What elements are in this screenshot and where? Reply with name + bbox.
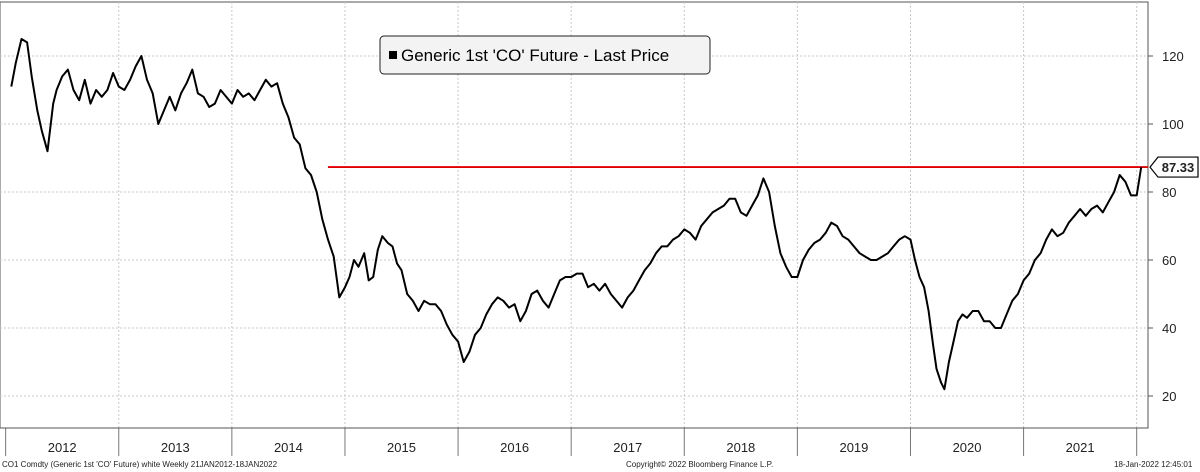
y-tick-label: 100 xyxy=(1162,117,1184,132)
last-price-tag xyxy=(1149,156,1199,178)
x-tick-label: 2017 xyxy=(613,440,642,455)
price-series-line xyxy=(10,38,1143,391)
last-price-label: 87.33 xyxy=(1162,160,1195,175)
x-tick-label: 2021 xyxy=(1066,440,1095,455)
footer-left: CO1 Comdty (Generic 1st 'CO' Future) whi… xyxy=(2,460,278,469)
y-tick-label: 60 xyxy=(1162,253,1176,268)
x-tick-label: 2020 xyxy=(953,440,982,455)
plot-area xyxy=(10,38,1148,391)
x-tick-label: 2019 xyxy=(839,440,868,455)
last-price-marker: 87.33 xyxy=(1149,156,1199,178)
x-tick-label: 2018 xyxy=(726,440,755,455)
x-tick-label: 2014 xyxy=(274,440,303,455)
legend-label: Generic 1st 'CO' Future - Last Price xyxy=(401,46,669,65)
y-tick-label: 120 xyxy=(1162,49,1184,64)
y-tick-label: 20 xyxy=(1162,389,1176,404)
legend-box xyxy=(379,35,711,75)
y-tick-label: 40 xyxy=(1162,321,1176,336)
footer-copyright: Copyright© 2022 Bloomberg Finance L.P. xyxy=(626,460,774,469)
y-tick-label: 80 xyxy=(1162,185,1176,200)
x-tick-label: 2012 xyxy=(48,440,77,455)
x-tick-label: 2015 xyxy=(387,440,416,455)
legend-marker xyxy=(389,51,397,59)
chart-legend: Generic 1st 'CO' Future - Last Price xyxy=(379,35,711,75)
footer-timestamp: 18-Jan-2022 12:45:01 xyxy=(1114,460,1193,469)
x-tick-label: 2016 xyxy=(500,440,529,455)
x-axis: 2012 2013 2014 2015 2016 2017 2018 2019 2020 2021 xyxy=(0,427,1148,456)
y-axis: 20 40 60 80 100 120 xyxy=(1147,2,1184,428)
x-tick-label: 2013 xyxy=(161,440,190,455)
